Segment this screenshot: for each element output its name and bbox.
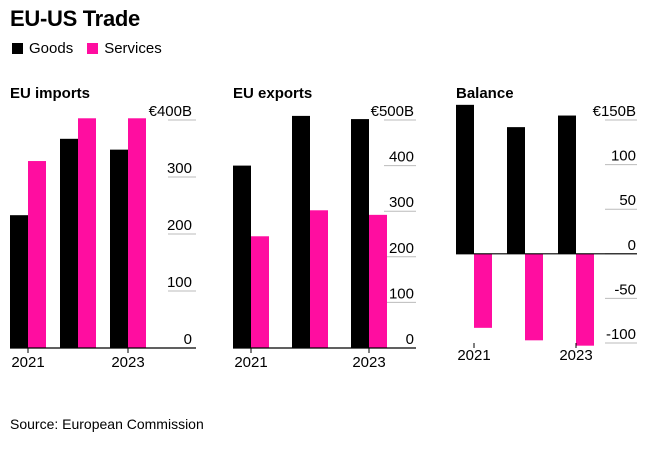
bar-goods-2021 xyxy=(456,104,474,254)
y-tick-label: 300 xyxy=(389,194,414,211)
bar-services-2021 xyxy=(251,236,269,348)
legend: Goods Services xyxy=(12,40,176,57)
y-tick-label: 300 xyxy=(167,160,192,177)
y-tick-label: 0 xyxy=(628,237,636,254)
bar-goods-2022 xyxy=(507,127,525,254)
legend-swatch-goods xyxy=(12,43,23,54)
bar-goods-2023 xyxy=(558,115,576,254)
bar-goods-2022 xyxy=(292,115,310,348)
bar-services-2022 xyxy=(310,210,328,348)
legend-item-goods: Goods xyxy=(12,40,73,57)
legend-item-services: Services xyxy=(87,40,162,57)
chart-title: EU-US Trade xyxy=(10,6,140,31)
source-note: Source: European Commission xyxy=(10,416,204,432)
x-tick-label: 2023 xyxy=(352,354,385,371)
bar-services-2023 xyxy=(128,118,146,348)
bar-services-2023 xyxy=(369,214,387,348)
panel-title: EU exports xyxy=(233,85,312,102)
bar-services-2022 xyxy=(525,253,543,341)
y-tick-label: €500B xyxy=(371,103,414,120)
y-tick-label: 100 xyxy=(389,285,414,302)
y-tick-label: 200 xyxy=(167,217,192,234)
bar-goods-2021 xyxy=(233,165,251,348)
y-tick-label: 100 xyxy=(611,148,636,165)
bar-goods-2022 xyxy=(60,138,78,348)
x-tick-label: 2023 xyxy=(559,347,592,364)
legend-label-goods: Goods xyxy=(29,40,74,57)
y-tick-label: 100 xyxy=(167,274,192,291)
x-tick-label: 2021 xyxy=(11,354,44,371)
bar-services-2021 xyxy=(474,253,492,328)
bar-goods-2021 xyxy=(10,215,28,348)
x-tick-label: 2023 xyxy=(111,354,144,371)
y-tick-label: 200 xyxy=(389,240,414,257)
y-tick-label: 50 xyxy=(619,192,636,209)
panel-title: EU imports xyxy=(10,85,90,102)
legend-swatch-services xyxy=(87,43,99,54)
y-tick-label: 400 xyxy=(389,149,414,166)
bar-goods-2023 xyxy=(110,149,128,348)
x-tick-label: 2021 xyxy=(234,354,267,371)
y-tick-label: -50 xyxy=(614,281,636,298)
bar-goods-2023 xyxy=(351,119,369,348)
y-tick-label: 0 xyxy=(406,331,414,348)
bar-services-2023 xyxy=(576,253,594,346)
x-tick-label: 2021 xyxy=(457,347,490,364)
y-tick-label: €400B xyxy=(149,103,192,120)
bar-services-2021 xyxy=(28,161,46,348)
y-tick-label: -100 xyxy=(606,326,636,343)
y-tick-label: €150B xyxy=(593,103,636,120)
y-tick-label: 0 xyxy=(184,331,192,348)
panel-title: Balance xyxy=(456,85,514,102)
legend-label-services: Services xyxy=(104,40,162,57)
bar-services-2022 xyxy=(78,118,96,348)
